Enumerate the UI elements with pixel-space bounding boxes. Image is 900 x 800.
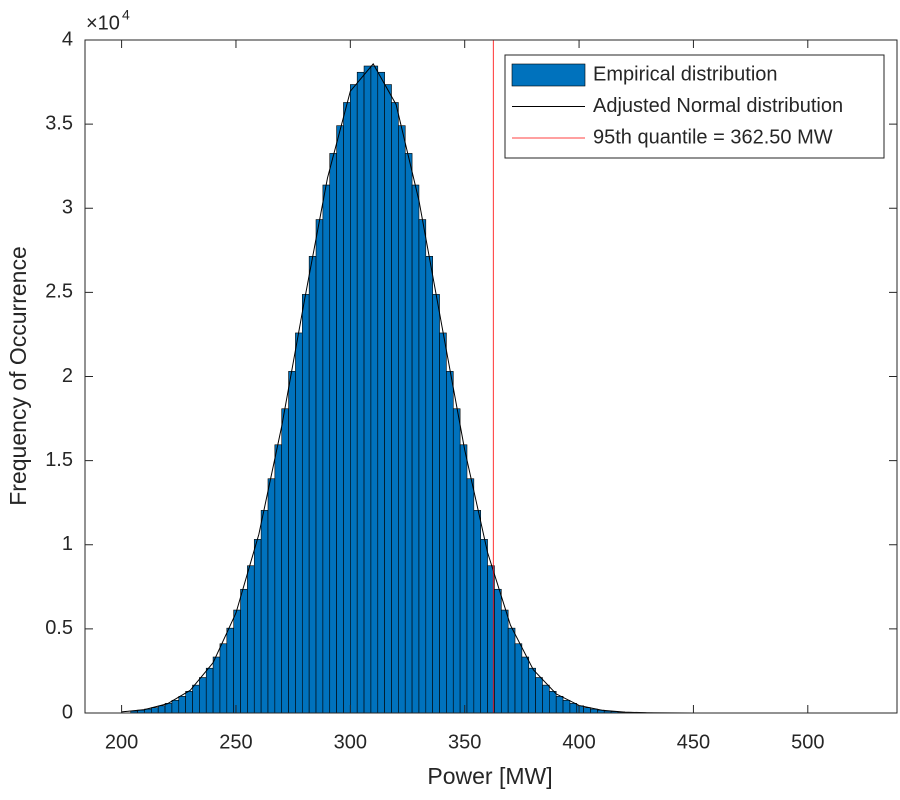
histogram-bar — [219, 643, 228, 714]
histogram-bar — [260, 510, 269, 714]
x-tick-label: 350 — [448, 731, 481, 753]
y-multiplier: ×10 — [86, 12, 120, 34]
y-tick-label: 2.5 — [45, 281, 73, 303]
histogram-bar — [432, 294, 440, 714]
legend-label: 95th quantile = 362.50 MW — [593, 126, 833, 148]
histogram-bar — [151, 707, 159, 714]
histogram-bar — [322, 184, 331, 714]
x-tick-label: 400 — [562, 731, 595, 753]
histogram-bar — [308, 256, 317, 714]
x-tick-label: 500 — [791, 731, 824, 753]
histogram-bar — [507, 627, 516, 714]
histogram-bar — [301, 294, 310, 714]
histogram-bar — [562, 699, 571, 714]
histogram-bar — [590, 708, 598, 714]
histogram-bar — [384, 84, 392, 714]
y-tick-label: 1 — [62, 533, 73, 555]
histogram-bar — [267, 478, 276, 714]
histogram-bar — [281, 408, 289, 714]
x-tick-label: 300 — [334, 731, 367, 753]
histogram-bar — [226, 627, 234, 714]
histogram-bar — [514, 643, 523, 714]
x-tick-label: 250 — [219, 731, 252, 753]
histogram-bar — [356, 71, 365, 714]
histogram-bar — [350, 84, 358, 714]
histogram-bar — [164, 703, 173, 714]
y-tick-label: 1.5 — [45, 449, 73, 471]
histogram-bar — [466, 478, 475, 714]
histogram-bar — [185, 691, 193, 714]
histogram-bar — [583, 707, 591, 714]
x-tick-label: 200 — [105, 731, 138, 753]
histogram-bar — [240, 588, 248, 714]
histogram-bar — [295, 332, 303, 714]
histogram-bar — [391, 102, 399, 714]
histogram-bar — [343, 102, 351, 714]
histogram-bar — [480, 539, 488, 714]
histogram-bar — [253, 539, 262, 714]
y-tick-label: 3.5 — [45, 112, 73, 134]
histogram-bar — [171, 699, 180, 714]
histogram-bar — [178, 695, 186, 714]
histogram-bar — [398, 125, 406, 714]
x-tick-label: 450 — [677, 731, 710, 753]
histogram-bar — [404, 153, 413, 714]
histogram-bar — [418, 219, 427, 714]
histogram-bar — [473, 510, 482, 714]
legend-swatch — [511, 63, 586, 87]
histogram-bar — [452, 408, 461, 714]
histogram-bar — [274, 444, 283, 714]
histogram-bar — [288, 371, 296, 714]
histogram-bar — [446, 371, 454, 714]
y-multiplier-exponent: 4 — [122, 7, 130, 23]
normal-curve — [121, 63, 694, 714]
y-tick-label: 0.5 — [45, 617, 73, 639]
y-tick-label: 3 — [62, 197, 73, 219]
histogram-bar — [329, 153, 337, 714]
histogram-bar — [233, 609, 241, 714]
histogram-bar — [157, 705, 166, 714]
histogram-bar — [576, 705, 584, 714]
histogram-bar — [494, 588, 502, 714]
y-tick-label: 0 — [62, 701, 73, 723]
y-tick-label: 2 — [62, 365, 73, 387]
histogram-bar — [411, 184, 420, 714]
histogram-bar — [363, 65, 372, 714]
histogram-bar — [205, 667, 214, 714]
histogram-bar — [439, 332, 447, 714]
y-tick-label: 4 — [62, 28, 73, 50]
histogram-bar — [192, 684, 200, 714]
histogram-bar — [555, 695, 564, 714]
histogram-bar — [336, 125, 344, 714]
histogram-bar — [247, 565, 255, 714]
histogram-bar — [500, 609, 509, 714]
histogram-bar — [459, 444, 468, 714]
histogram-bar — [542, 684, 550, 714]
histogram-bar — [549, 691, 557, 714]
histogram-bar — [212, 656, 221, 714]
x-axis-label: Power [MW] — [427, 763, 552, 789]
histogram-bar — [377, 71, 385, 714]
histogram-bar — [315, 219, 324, 714]
legend-label: Adjusted Normal distribution — [593, 95, 843, 117]
histogram-bar — [528, 667, 536, 714]
histogram-bar — [535, 677, 543, 714]
y-axis-label: Frequency of Occurrence — [5, 246, 31, 506]
histogram-bar — [199, 677, 207, 714]
legend-label: Empirical distribution — [593, 63, 778, 85]
histogram-bar — [370, 65, 379, 714]
histogram-bar — [425, 256, 433, 714]
histogram-bar — [569, 703, 578, 714]
histogram-bar — [521, 656, 530, 714]
